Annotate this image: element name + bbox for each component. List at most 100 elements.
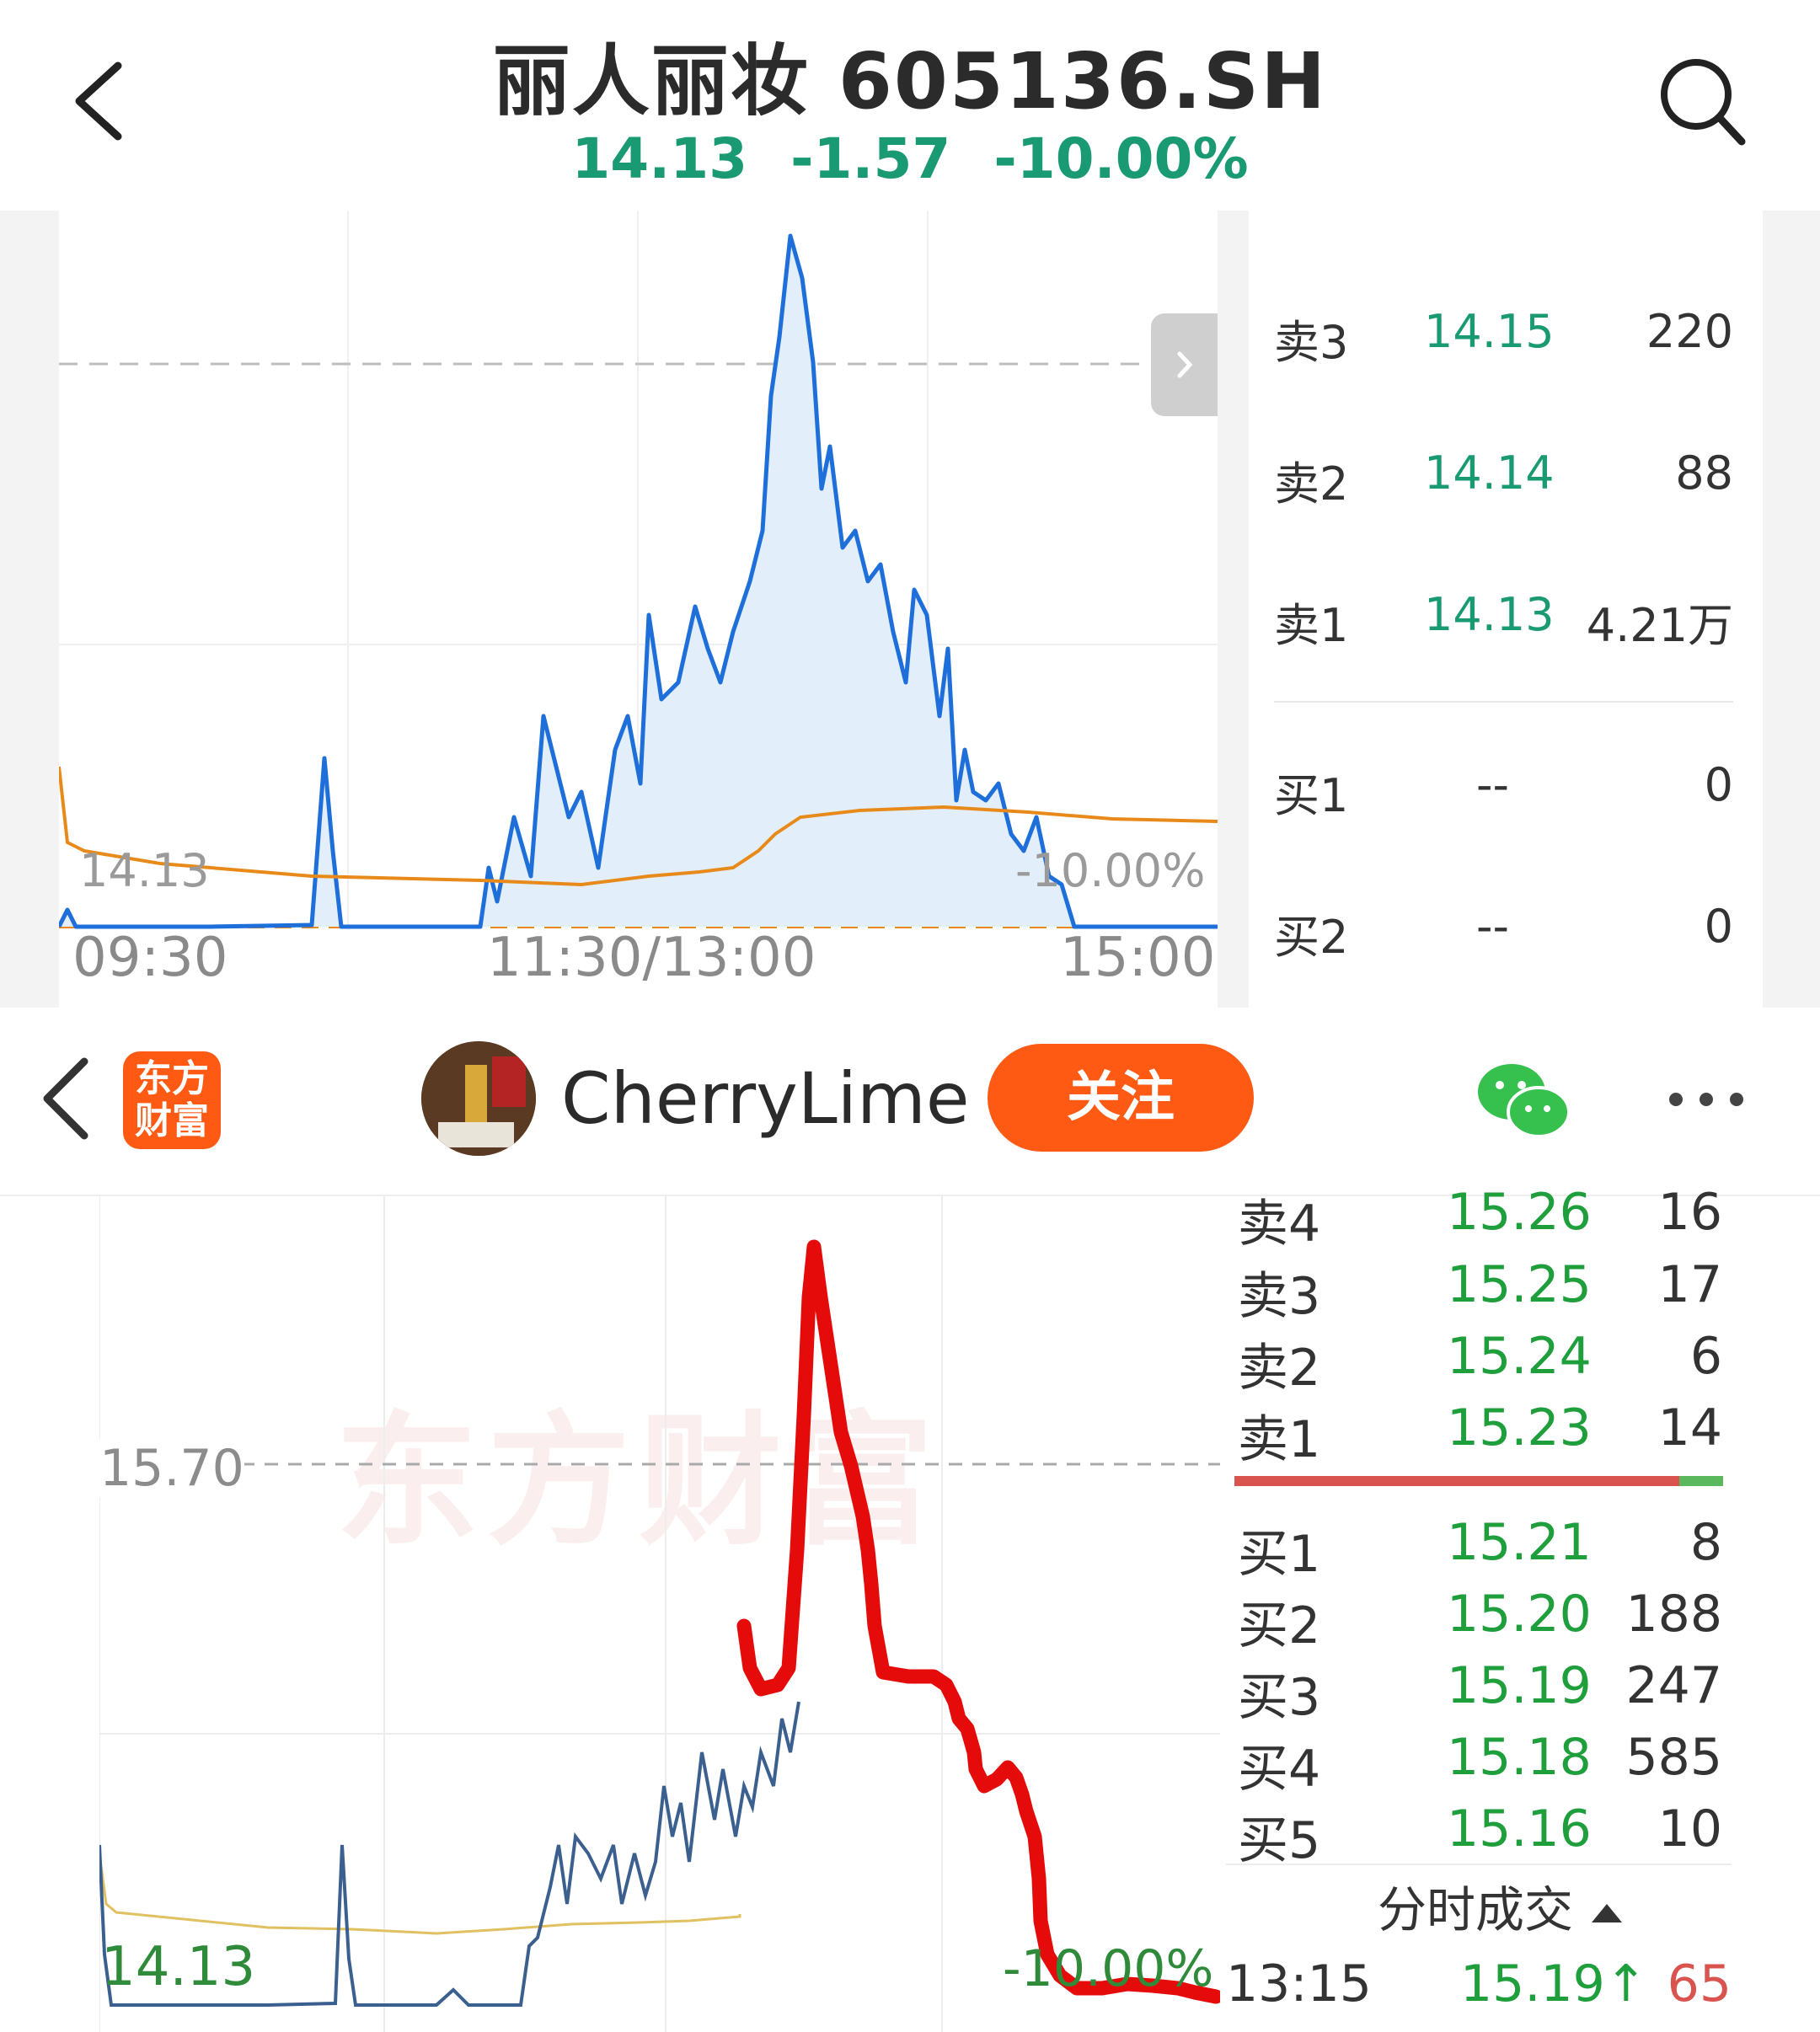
row-price: 15.18 [1447,1728,1592,1787]
row-volume: 0 [1704,758,1733,811]
hand-drawn-annotation [736,1239,1220,2004]
limit-down-pct-label: -10.00% [1015,844,1206,897]
tick-price: 15.19↑ [1460,1954,1648,2013]
orderbook-row-buy1: 买1 15.21 8 [1238,1513,1722,1584]
row-price: 15.20 [1447,1585,1592,1644]
orderbook-divider [1226,1864,1732,1865]
back-icon[interactable] [67,59,135,143]
expand-orderbook-button[interactable] [1151,313,1218,416]
orderbook-divider [1274,701,1733,703]
back-icon[interactable] [37,1055,96,1142]
row-volume: 16 [1657,1183,1722,1242]
row-label: 卖3 [1238,1267,1321,1326]
wechat-icon[interactable] [1476,1060,1571,1141]
row-label: 卖4 [1238,1195,1321,1254]
tick-time: 13:15 [1226,1954,1372,2013]
row-volume: 188 [1625,1585,1722,1644]
row-volume: 14 [1657,1398,1722,1457]
orderbook-row-buy3: 买3 15.19 247 [1238,1656,1722,1727]
orderbook-row-sell2: 卖2 15.24 6 [1238,1327,1722,1398]
orderbook-row-buy4: 买4 15.18 585 [1238,1728,1722,1799]
row-volume: 585 [1625,1728,1722,1787]
orderbook-row-sell3: 卖3 14.15 220 [1274,305,1733,372]
ref-price-label: 15.70 [99,1439,244,1498]
orderbook-row-buy5: 买5 15.16 10 [1238,1799,1722,1870]
caret-up-icon [1592,1903,1623,1922]
row-price: 14.14 [1424,447,1555,500]
row-label: 买2 [1274,911,1349,964]
row-volume: 8 [1689,1513,1722,1572]
row-label: 卖1 [1238,1410,1321,1469]
ticks-toggle[interactable]: 分时成交 [1378,1870,1625,1941]
row-label: 买1 [1238,1525,1321,1584]
price-area [59,236,1218,927]
username[interactable]: CherryLime [561,1057,970,1140]
app-logo-line1: 东方 [135,1057,209,1100]
orderbook-row-buy2: 买2 -- 0 [1274,900,1733,967]
row-label: 买1 [1274,769,1349,822]
orderbook-top: 卖3 14.15 220 卖2 14.14 88 卖1 14.13 4.21万 … [1249,211,1763,1008]
search-icon[interactable] [1656,52,1748,149]
price-change: -1.57 [790,126,951,191]
x-tick-open: 09:30 [72,927,228,989]
row-volume: 88 [1675,447,1733,500]
row-label: 卖2 [1274,457,1349,511]
orderbook-row-buy1: 买1 -- 0 [1274,758,1733,826]
chevron-right-icon [1177,351,1193,378]
buy-sell-ratio-bar [1234,1476,1723,1486]
row-price: 15.21 [1447,1513,1592,1572]
row-price: 15.19 [1447,1656,1592,1715]
orderbook-row-sell1: 卖1 15.23 14 [1238,1398,1722,1469]
row-price: 15.26 [1447,1183,1592,1242]
avg-price-line [59,766,1218,887]
row-label: 买5 [1238,1811,1321,1870]
row-label: 卖3 [1274,316,1349,369]
more-icon[interactable] [1664,1087,1748,1112]
app-logo-line2: 财富 [135,1099,209,1142]
row-volume: 4.21万 [1586,599,1733,652]
limit-down-pct-label: -10.00% [1003,1939,1214,1998]
row-label: 买3 [1238,1668,1321,1727]
low-price-label: 14.13 [79,844,210,897]
orderbook-row-buy2: 买2 15.20 188 [1238,1585,1722,1655]
price-quote: 14.13 -1.57 -10.00% [0,126,1820,191]
orderbook-row-sell4: 卖4 15.26 16 [1238,1183,1722,1254]
orderbook-row-sell3: 卖3 15.25 17 [1238,1255,1722,1326]
app-logo[interactable]: 东方 财富 [123,1051,221,1149]
intraday-chart-bottom[interactable]: 东方财富 15.70 14.13 -10.00% [99,1196,1220,2032]
sell-ratio-segment [1234,1476,1679,1486]
row-price: 15.16 [1447,1799,1592,1858]
avatar[interactable] [421,1041,536,1156]
row-volume: 0 [1704,900,1733,953]
row-label: 卖1 [1274,599,1349,652]
price-change-pct: -10.00% [993,126,1249,191]
row-volume: 6 [1689,1327,1722,1386]
row-volume: 220 [1646,305,1733,358]
row-price: -- [1476,758,1509,811]
price-line [59,233,1218,929]
orderbook-row-sell2: 卖2 14.14 88 [1274,447,1733,514]
row-price: 14.13 [1424,588,1555,641]
ticks-label: 分时成交 [1378,1881,1574,1938]
follow-button[interactable]: 关注 [988,1044,1254,1152]
current-price: 14.13 [571,126,748,191]
x-tick-close: 15:00 [1060,927,1216,989]
x-tick-midday: 11:30/13:00 [487,927,816,989]
intraday-chart-top[interactable]: 14.13 -10.00% 09:30 11:30/13:00 15:00 [59,211,1218,1008]
row-price: -- [1476,900,1509,953]
row-label: 买4 [1238,1740,1321,1799]
orderbook-row-sell1: 卖1 14.13 4.21万 [1274,588,1733,655]
row-label: 买2 [1238,1596,1321,1655]
buy-ratio-segment [1679,1476,1723,1486]
row-label: 卖2 [1238,1339,1321,1398]
stock-header [0,0,1820,212]
price-line [99,1701,800,2007]
low-price-label: 14.13 [101,1936,256,1998]
avg-price-line [99,1853,741,1935]
row-price: 15.24 [1447,1327,1592,1386]
row-price: 14.15 [1424,305,1555,358]
page-title: 丽人丽妆 605136.SH [492,36,1328,126]
tick-volume: 65 [1667,1954,1732,2013]
row-volume: 247 [1625,1656,1722,1715]
row-price: 15.25 [1447,1255,1592,1314]
